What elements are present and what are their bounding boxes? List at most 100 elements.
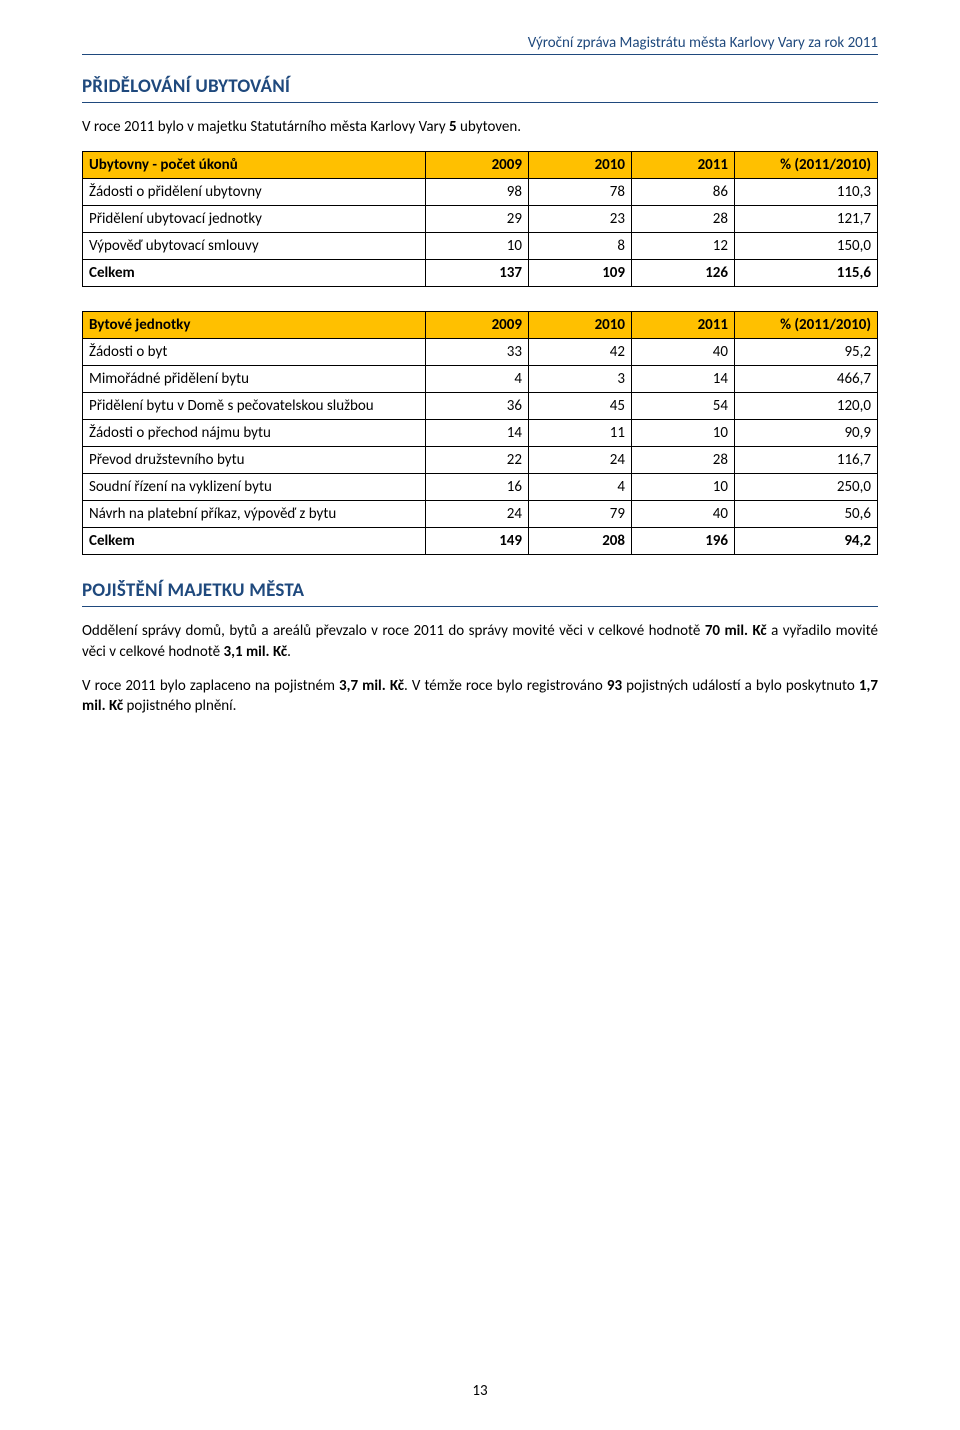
table-row: Žádosti o přidělení ubytovny 98 78 86 11…	[83, 179, 878, 206]
col-2011: 2011	[632, 152, 735, 179]
cell: 95,2	[735, 339, 878, 366]
cell: 28	[632, 447, 735, 474]
header-rule	[82, 54, 878, 55]
cell: 50,6	[735, 501, 878, 528]
cell: 10	[632, 420, 735, 447]
cell: 78	[529, 179, 632, 206]
cell: 121,7	[735, 206, 878, 233]
cell: 24	[529, 447, 632, 474]
para2-g: pojistného plnění.	[123, 697, 236, 715]
cell: 42	[529, 339, 632, 366]
cell: 8	[529, 233, 632, 260]
col-title: Ubytovny - počet úkonů	[83, 152, 426, 179]
cell: 33	[426, 339, 529, 366]
col-2009: 2009	[426, 312, 529, 339]
cell: 137	[426, 260, 529, 287]
cell-label: Žádosti o byt	[83, 339, 426, 366]
cell: 79	[529, 501, 632, 528]
cell: 40	[632, 501, 735, 528]
cell: 115,6	[735, 260, 878, 287]
table-row: Žádosti o byt 33 42 40 95,2	[83, 339, 878, 366]
title-rule-2	[82, 606, 878, 607]
cell: 98	[426, 179, 529, 206]
cell-label: Převod družstevního bytu	[83, 447, 426, 474]
para1-b: 70 mil. Kč	[705, 622, 767, 640]
table-row: Přidělení bytu v Domě s pečovatelskou sl…	[83, 393, 878, 420]
cell: 4	[529, 474, 632, 501]
para-pojisteni-1: Oddělení správy domů, bytů a areálů přev…	[82, 621, 878, 662]
page: Výroční zpráva Magistrátu města Karlovy …	[0, 0, 960, 770]
section-title-ubytovani: PŘIDĚLOVÁNÍ UBYTOVÁNÍ	[82, 75, 878, 98]
cell-label: Přidělení bytu v Domě s pečovatelskou sl…	[83, 393, 426, 420]
section-title-pojisteni: POJIŠTĚNÍ MAJETKU MĚSTA	[82, 579, 878, 602]
intro-bold: 5	[449, 118, 457, 136]
cell: 45	[529, 393, 632, 420]
cell: 22	[426, 447, 529, 474]
cell: 40	[632, 339, 735, 366]
table-header-row: Ubytovny - počet úkonů 2009 2010 2011 % …	[83, 152, 878, 179]
col-pct: % (2011/2010)	[735, 312, 878, 339]
para2-e: pojistných událostí a bylo poskytnuto	[622, 677, 859, 695]
cell-label: Návrh na platební příkaz, výpověď z bytu	[83, 501, 426, 528]
cell: 14	[426, 420, 529, 447]
col-2011: 2011	[632, 312, 735, 339]
running-header: Výroční zpráva Magistrátu města Karlovy …	[82, 34, 878, 52]
cell: 250,0	[735, 474, 878, 501]
table-row-total: Celkem 137 109 126 115,6	[83, 260, 878, 287]
para2-b: 3,7 mil. Kč	[339, 677, 404, 695]
table-bytove-jednotky: Bytové jednotky 2009 2010 2011 % (2011/2…	[82, 311, 878, 555]
cell: 11	[529, 420, 632, 447]
cell: 4	[426, 366, 529, 393]
table-row: Výpověď ubytovací smlouvy 10 8 12 150,0	[83, 233, 878, 260]
cell: 466,7	[735, 366, 878, 393]
cell: 150,0	[735, 233, 878, 260]
table-row: Přidělení ubytovací jednotky 29 23 28 12…	[83, 206, 878, 233]
table-row: Mimořádné přidělení bytu 4 3 14 466,7	[83, 366, 878, 393]
cell: 10	[632, 474, 735, 501]
col-2010: 2010	[529, 152, 632, 179]
table-row: Převod družstevního bytu 22 24 28 116,7	[83, 447, 878, 474]
cell-label: Celkem	[83, 528, 426, 555]
cell: 116,7	[735, 447, 878, 474]
cell: 23	[529, 206, 632, 233]
cell-label: Žádosti o přechod nájmu bytu	[83, 420, 426, 447]
cell: 94,2	[735, 528, 878, 555]
para2-c: . V témže roce bylo registrováno	[404, 677, 607, 695]
cell: 86	[632, 179, 735, 206]
cell: 126	[632, 260, 735, 287]
table-row-total: Celkem 149 208 196 94,2	[83, 528, 878, 555]
cell: 208	[529, 528, 632, 555]
cell: 90,9	[735, 420, 878, 447]
table-row: Žádosti o přechod nájmu bytu 14 11 10 90…	[83, 420, 878, 447]
para2-a: V roce 2011 bylo zaplaceno na pojistném	[82, 677, 339, 695]
intro-suffix: ubytoven.	[457, 118, 521, 136]
cell-label: Výpověď ubytovací smlouvy	[83, 233, 426, 260]
table-ubytovny: Ubytovny - počet úkonů 2009 2010 2011 % …	[82, 151, 878, 287]
cell: 120,0	[735, 393, 878, 420]
cell: 12	[632, 233, 735, 260]
cell: 54	[632, 393, 735, 420]
cell: 10	[426, 233, 529, 260]
col-2010: 2010	[529, 312, 632, 339]
intro-paragraph-1: V roce 2011 bylo v majetku Statutárního …	[82, 117, 878, 137]
cell: 196	[632, 528, 735, 555]
table-row: Návrh na platební příkaz, výpověď z bytu…	[83, 501, 878, 528]
col-pct: % (2011/2010)	[735, 152, 878, 179]
cell: 109	[529, 260, 632, 287]
cell-label: Soudní řízení na vyklizení bytu	[83, 474, 426, 501]
cell-label: Mimořádné přidělení bytu	[83, 366, 426, 393]
cell: 149	[426, 528, 529, 555]
cell: 36	[426, 393, 529, 420]
para2-d: 93	[607, 677, 622, 695]
para1-e: .	[287, 643, 291, 661]
cell: 28	[632, 206, 735, 233]
cell: 24	[426, 501, 529, 528]
intro-prefix: V roce 2011 bylo v majetku Statutárního …	[82, 118, 449, 136]
title-rule-1	[82, 102, 878, 103]
table-row: Soudní řízení na vyklizení bytu 16 4 10 …	[83, 474, 878, 501]
cell: 3	[529, 366, 632, 393]
cell: 29	[426, 206, 529, 233]
para1-a: Oddělení správy domů, bytů a areálů přev…	[82, 622, 705, 640]
para1-d: 3,1 mil. Kč	[224, 643, 288, 661]
table-header-row: Bytové jednotky 2009 2010 2011 % (2011/2…	[83, 312, 878, 339]
